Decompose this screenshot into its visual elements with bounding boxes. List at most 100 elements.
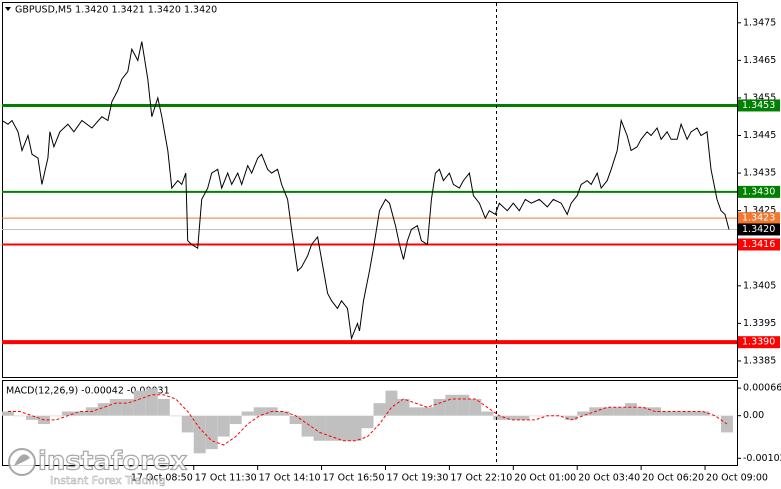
macd-bar [253,407,266,416]
macd-bar [229,415,242,425]
macd-bar [529,415,542,417]
signal-line [8,394,728,446]
macd-bar [709,415,722,417]
macd-title: MACD(12,26,9) -0.00042 -0.00031 [6,386,170,397]
watermark-tagline: Instant Forex Trading [50,474,166,487]
macd-bar [205,415,218,450]
macd-bar [289,415,302,425]
macd-bar [613,407,626,416]
macd-bar [661,411,674,416]
macd-bar [457,394,470,416]
macd-bar [133,390,146,416]
y-tick-label: 1.3385 [743,355,776,366]
macd-bar [109,398,122,416]
macd-bar [685,411,698,416]
y-tick-label: 1.3475 [743,17,776,28]
macd-bar [397,398,410,416]
macd-bar [301,415,314,437]
macd-bar [505,415,518,420]
macd-bar [673,411,686,416]
y-tick-label: 1.3445 [743,130,776,141]
macd-bar [385,390,398,416]
y-tick-label: 1.3425 [743,205,776,216]
level-label: 1.3420 [742,224,775,235]
x-tick-label: 17 Oct 08:50 [131,473,193,484]
macd-bar [49,415,62,417]
x-tick-label: 17 Oct 22:10 [450,473,512,484]
price-title: GBPUSD,M5 1.3420 1.3421 1.3420 1.3420 [15,5,217,16]
macd-bar [361,415,374,429]
x-tick-label: 20 Oct 01:00 [514,473,576,484]
price-panel: GBPUSD,M5 1.3420 1.3421 1.3420 1.3420 1.… [1,2,780,378]
macd-bar [445,394,458,416]
level-label: 1.3416 [742,239,775,250]
macd-bar [493,415,506,420]
x-tick-label: 17 Oct 16:50 [323,473,385,484]
macd-bar [61,411,74,416]
x-tick-label: 20 Oct 03:40 [578,473,640,484]
macd-bar [241,411,254,416]
level-label-box [738,238,780,251]
y-tick-label: 1.3405 [743,280,776,291]
macd-bar [121,398,134,416]
macd-bar [601,407,614,416]
macd-bar [625,403,638,416]
y-tick-label: 1.3465 [743,55,776,66]
macd-bar [73,411,86,416]
macd-bar [13,415,26,417]
macd-bar [277,411,290,416]
macd-bar [97,403,110,416]
macd-frame [2,380,738,466]
level-label: 1.3430 [742,186,775,197]
watermark: instaforex Instant Forex Trading [8,446,188,487]
macd-bar [517,415,530,420]
x-tick-label: 20 Oct 06:20 [642,473,704,484]
y-tick-label: 1.3435 [743,168,776,179]
macd-bar [637,407,650,416]
macd-bar [181,415,194,433]
level-label: 1.3423 [742,213,775,224]
price-line-series [1,41,730,341]
x-tick-label: 17 Oct 19:30 [386,473,448,484]
y-tick-label: 0.00 [743,410,764,421]
macd-bar [565,415,578,420]
macd-bar [313,415,326,441]
macd-bar [325,415,338,441]
macd-bar [217,415,230,437]
menu-arrow [5,7,11,11]
macd-bar [433,398,446,416]
watermark-brand: instaforex [38,447,188,477]
macd-bar [337,415,350,441]
macd-bar [157,398,170,416]
level-label-box [738,99,780,112]
y-tick-label: -0.00102 [743,453,781,464]
level-label-box [738,223,780,236]
macd-bar [469,398,482,416]
macd-bar [145,388,158,416]
x-tick-label: 17 Oct 11:30 [195,473,257,484]
macd-bar [193,415,206,454]
y-tick-label: 1.3455 [743,92,776,103]
y-tick-label: 1.3395 [743,318,776,329]
y-tick-label: 0.00066 [743,383,781,394]
macd-bar [697,411,710,416]
macd-bar [721,415,734,433]
macd-bar [373,403,386,416]
logo-mark [14,454,30,466]
macd-bar [2,411,14,416]
level-label-box [738,336,780,349]
macd-bar [349,415,362,441]
macd-panel: MACD(12,26,9) -0.00042 -0.00031 0.00066 0… [2,380,781,466]
price-frame [2,2,738,378]
macd-bar [553,415,566,417]
x-tick-label: 17 Oct 14:10 [259,473,321,484]
macd-bar [409,407,422,416]
x-tick-label: 20 Oct 09:00 [706,473,768,484]
level-label-box [738,212,780,225]
macd-bar [481,411,494,416]
macd-bar [421,407,434,416]
macd-bar [169,415,182,417]
level-label-box [738,185,780,198]
